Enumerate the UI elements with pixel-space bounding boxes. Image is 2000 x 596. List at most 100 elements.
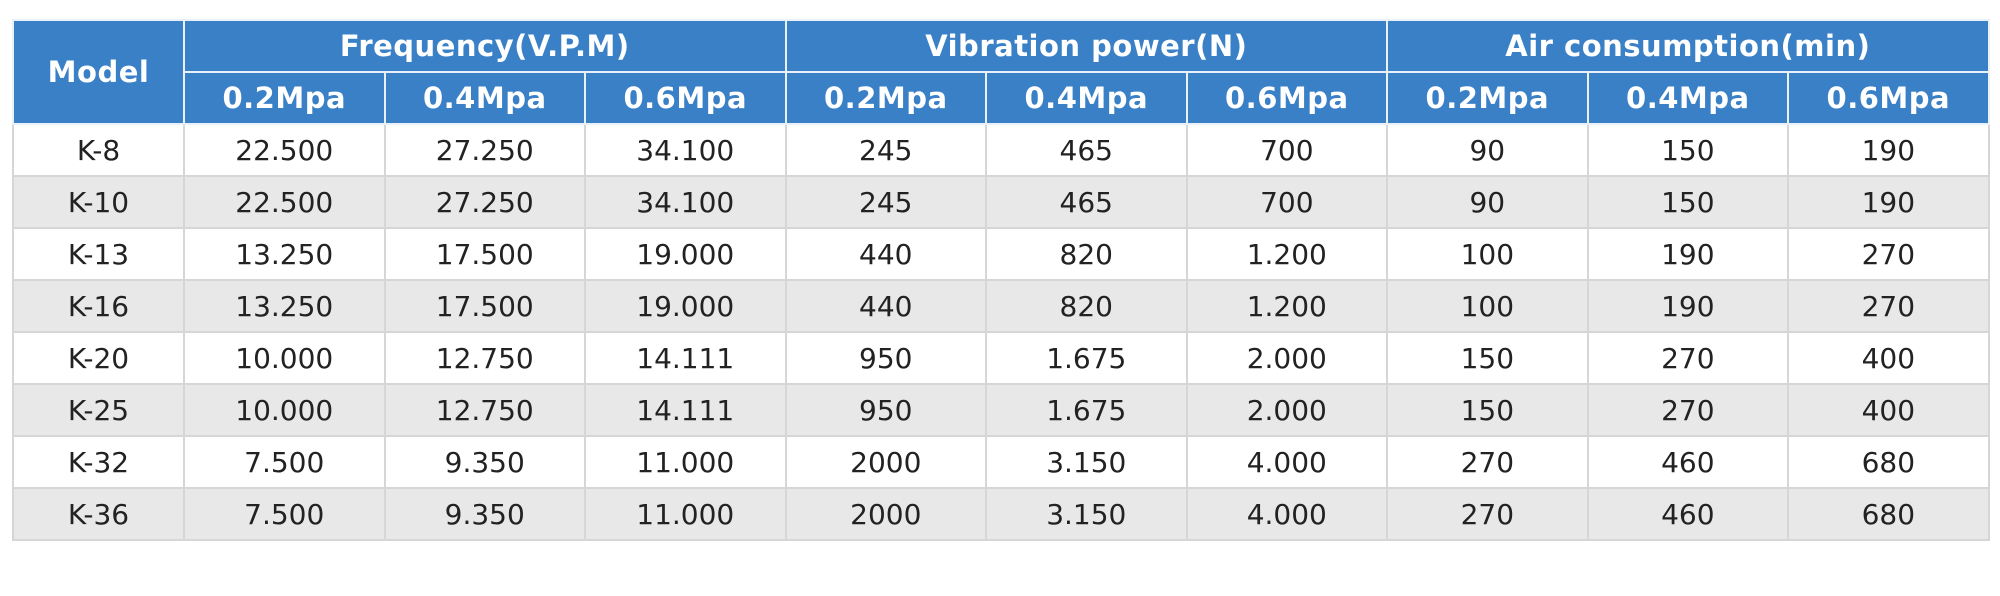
model-cell: K-20 [12,331,185,385]
table-cell: 17.500 [383,279,586,333]
spec-table-container: Model Frequency(V.P.M) Vibration power(N… [12,19,1990,541]
table-cell: 13.250 [183,227,386,281]
table-cell: 2000 [784,487,988,541]
table-cell: 150 [1386,383,1589,437]
table-cell: 100 [1386,227,1589,281]
air-consumption-subheader: 0.2Mpa [1386,71,1589,125]
air-consumption-subheader: 0.4Mpa [1586,71,1790,125]
table-cell: 270 [1386,435,1589,489]
table-cell: 4.000 [1185,487,1389,541]
table-cell: 700 [1185,123,1389,177]
table-row: K-8 22.500 27.250 34.100 245 465 700 90 … [12,123,1990,177]
table-cell: 10.000 [183,383,386,437]
table-cell: 270 [1586,331,1790,385]
table-cell: 440 [784,227,988,281]
table-cell: 245 [784,175,988,229]
table-cell: 13.250 [183,279,386,333]
table-cell: 465 [985,175,1188,229]
model-cell: K-8 [12,123,185,177]
model-cell: K-25 [12,383,185,437]
frequency-group-header: Frequency(V.P.M) [183,19,787,73]
table-cell: 4.000 [1185,435,1389,489]
table-cell: 820 [985,279,1188,333]
air-consumption-group-header: Air consumption(min) [1386,19,1990,73]
model-column-header: Model [12,19,185,125]
table-cell: 190 [1586,227,1790,281]
table-cell: 9.350 [383,487,586,541]
model-cell: K-36 [12,487,185,541]
table-cell: 460 [1586,487,1790,541]
frequency-subheader: 0.2Mpa [183,71,386,125]
vibration-power-group-header: Vibration power(N) [784,19,1389,73]
table-cell: 150 [1386,331,1589,385]
table-cell: 270 [1386,487,1589,541]
vibration-power-subheader: 0.2Mpa [784,71,988,125]
table-cell: 820 [985,227,1188,281]
table-cell: 190 [1586,279,1790,333]
table-cell: 100 [1386,279,1589,333]
table-cell: 150 [1586,123,1790,177]
table-row: K-10 22.500 27.250 34.100 245 465 700 90… [12,175,1990,229]
table-cell: 680 [1787,487,1990,541]
table-cell: 400 [1787,331,1990,385]
table-cell: 90 [1386,123,1589,177]
table-cell: 400 [1787,383,1990,437]
table-cell: 1.675 [985,331,1188,385]
table-cell: 22.500 [183,123,386,177]
table-cell: 7.500 [183,435,386,489]
table-cell: 1.675 [985,383,1188,437]
table-cell: 270 [1787,279,1990,333]
table-cell: 11.000 [584,487,787,541]
table-body: K-8 22.500 27.250 34.100 245 465 700 90 … [12,123,1990,541]
table-cell: 245 [784,123,988,177]
table-cell: 2000 [784,435,988,489]
table-cell: 190 [1787,175,1990,229]
table-row: K-36 7.500 9.350 11.000 2000 3.150 4.000… [12,487,1990,541]
table-cell: 440 [784,279,988,333]
table-cell: 22.500 [183,175,386,229]
table-cell: 27.250 [383,175,586,229]
air-consumption-subheader: 0.6Mpa [1787,71,1990,125]
model-cell: K-16 [12,279,185,333]
table-cell: 3.150 [985,435,1188,489]
table-cell: 12.750 [383,383,586,437]
table-cell: 150 [1586,175,1790,229]
table-cell: 190 [1787,123,1990,177]
table-cell: 680 [1787,435,1990,489]
table-cell: 10.000 [183,331,386,385]
table-cell: 27.250 [383,123,586,177]
table-cell: 19.000 [584,227,787,281]
table-cell: 2.000 [1185,331,1389,385]
table-cell: 2.000 [1185,383,1389,437]
frequency-subheader: 0.4Mpa [383,71,586,125]
table-cell: 19.000 [584,279,787,333]
table-cell: 34.100 [584,175,787,229]
model-cell: K-10 [12,175,185,229]
table-cell: 270 [1586,383,1790,437]
table-row: K-20 10.000 12.750 14.111 950 1.675 2.00… [12,331,1990,385]
model-cell: K-13 [12,227,185,281]
table-cell: 1.200 [1185,227,1389,281]
table-cell: 90 [1386,175,1589,229]
table-cell: 11.000 [584,435,787,489]
model-cell: K-32 [12,435,185,489]
table-cell: 3.150 [985,487,1188,541]
table-header: Model Frequency(V.P.M) Vibration power(N… [12,19,1990,125]
spec-table: Model Frequency(V.P.M) Vibration power(N… [12,19,1990,541]
subheader-row: 0.2Mpa 0.4Mpa 0.6Mpa 0.2Mpa 0.4Mpa 0.6Mp… [13,71,1990,125]
table-cell: 700 [1185,175,1389,229]
table-row: K-32 7.500 9.350 11.000 2000 3.150 4.000… [12,435,1990,489]
table-row: K-16 13.250 17.500 19.000 440 820 1.200 … [12,279,1990,333]
table-row: K-25 10.000 12.750 14.111 950 1.675 2.00… [12,383,1990,437]
group-header-row: Model Frequency(V.P.M) Vibration power(N… [12,19,1990,125]
table-cell: 7.500 [183,487,386,541]
table-cell: 17.500 [383,227,586,281]
table-cell: 14.111 [584,383,787,437]
table-cell: 12.750 [383,331,586,385]
table-cell: 9.350 [383,435,586,489]
table-cell: 34.100 [584,123,787,177]
table-cell: 950 [784,331,988,385]
vibration-power-subheader: 0.6Mpa [1185,71,1389,125]
table-cell: 465 [985,123,1188,177]
table-cell: 270 [1787,227,1990,281]
